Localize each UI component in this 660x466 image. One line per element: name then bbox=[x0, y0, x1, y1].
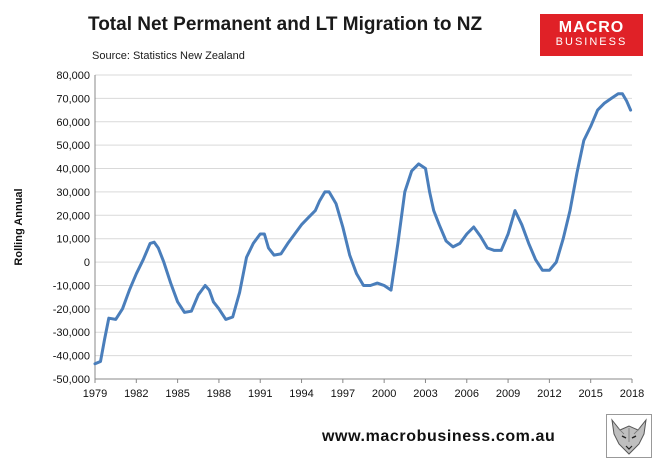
brand-logo: MACRO BUSINESS bbox=[540, 14, 643, 56]
logo-line1: MACRO bbox=[558, 19, 625, 36]
footer-url: www.macrobusiness.com.au bbox=[322, 428, 556, 445]
x-tick-label: 2015 bbox=[578, 388, 602, 400]
chart-title: Total Net Permanent and LT Migration to … bbox=[88, 14, 483, 35]
x-tick-label: 2018 bbox=[620, 388, 644, 400]
x-tick-label: 1988 bbox=[207, 388, 231, 400]
logo-line2: BUSINESS bbox=[555, 36, 628, 48]
x-tick-label: 2006 bbox=[455, 388, 479, 400]
x-tick-label: 2003 bbox=[413, 388, 437, 400]
x-tick-label: 2012 bbox=[537, 388, 561, 400]
y-tick-label: 80,000 bbox=[56, 70, 90, 82]
x-tick-label: 1991 bbox=[248, 388, 272, 400]
x-tick-label: 1979 bbox=[83, 388, 107, 400]
chart-source: Source: Statistics New Zealand bbox=[92, 50, 245, 62]
y-tick-label: 70,000 bbox=[56, 93, 90, 105]
x-tick-label: 2009 bbox=[496, 388, 520, 400]
y-tick-label: -30,000 bbox=[53, 327, 90, 339]
y-tick-label: 30,000 bbox=[56, 187, 90, 199]
y-tick-label: 60,000 bbox=[56, 117, 90, 129]
x-tick-label: 2000 bbox=[372, 388, 396, 400]
y-tick-label: 40,000 bbox=[56, 164, 90, 176]
y-tick-label: 50,000 bbox=[56, 140, 90, 152]
series-line-0 bbox=[93, 92, 633, 366]
y-tick-label: -10,000 bbox=[53, 280, 90, 292]
y-tick-label: 20,000 bbox=[56, 210, 90, 222]
wolf-mascot-icon bbox=[606, 414, 652, 458]
y-tick-label: 0 bbox=[84, 257, 90, 269]
y-tick-label: -50,000 bbox=[53, 374, 90, 386]
y-axis-label: Rolling Annual bbox=[13, 188, 25, 265]
y-tick-label: 10,000 bbox=[56, 234, 90, 246]
x-tick-label: 1997 bbox=[331, 388, 355, 400]
x-tick-label: 1985 bbox=[165, 388, 189, 400]
x-tick-label: 1994 bbox=[289, 388, 313, 400]
y-tick-label: -20,000 bbox=[53, 304, 90, 316]
y-tick-label: -40,000 bbox=[53, 351, 90, 363]
x-tick-label: 1982 bbox=[124, 388, 148, 400]
